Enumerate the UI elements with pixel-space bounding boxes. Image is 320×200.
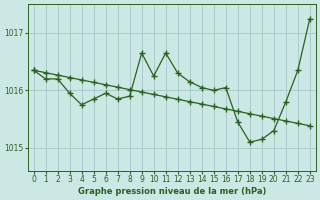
X-axis label: Graphe pression niveau de la mer (hPa): Graphe pression niveau de la mer (hPa) [77, 187, 266, 196]
